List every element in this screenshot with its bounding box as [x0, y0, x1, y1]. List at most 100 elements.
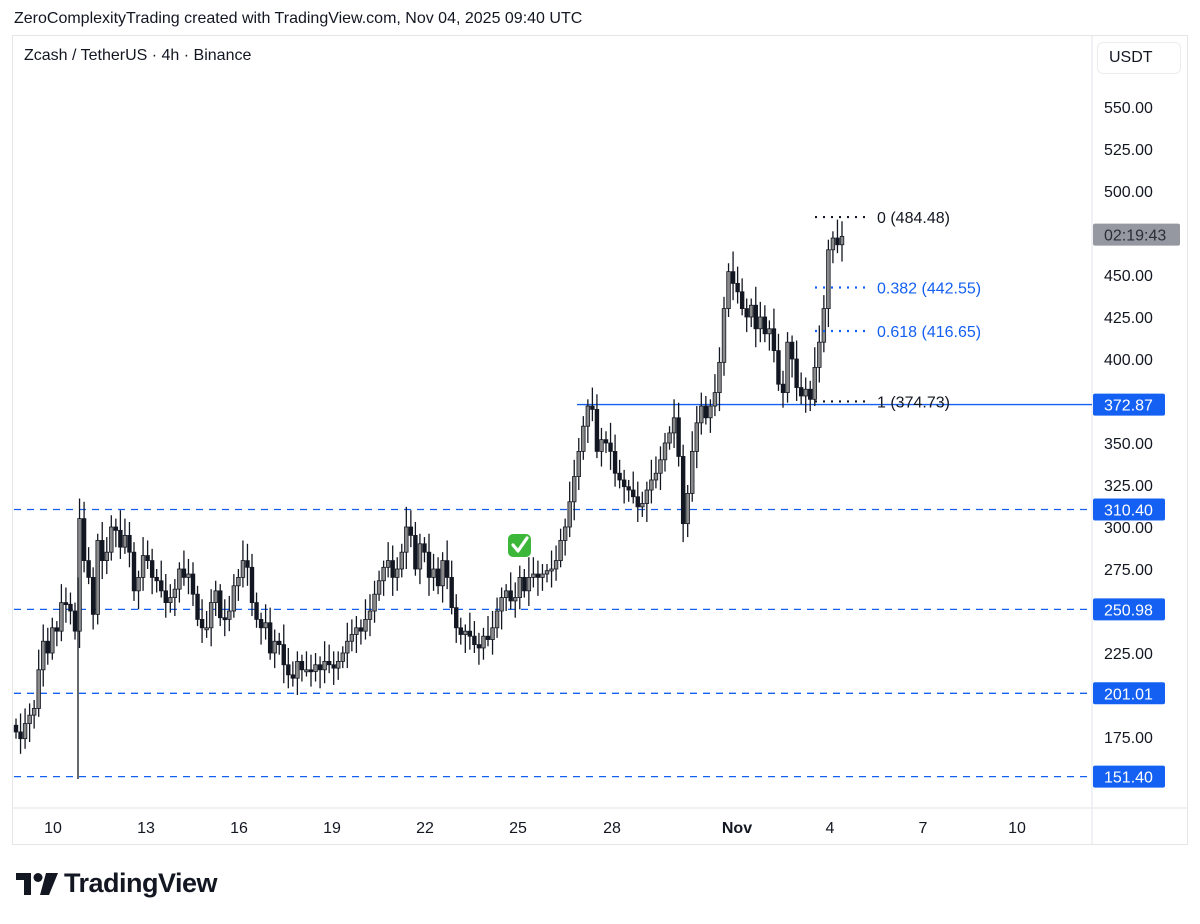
- candle: [730, 271, 736, 284]
- candle: [712, 392, 718, 407]
- candle: [313, 664, 318, 672]
- candle: [649, 479, 654, 491]
- candle: [227, 610, 232, 620]
- candle: [440, 560, 445, 587]
- candle: [835, 237, 840, 246]
- candle: [544, 570, 550, 575]
- candle: [118, 529, 123, 548]
- chart-credit: ZeroComplexityTrading created with Tradi…: [14, 10, 583, 27]
- candle: [626, 486, 631, 491]
- candle: [199, 619, 205, 629]
- candle: [503, 590, 509, 598]
- candle: [463, 630, 468, 635]
- x-tick-label: 28: [603, 820, 621, 837]
- price-level-badge: [1093, 498, 1165, 521]
- x-tick-label: 7: [919, 820, 928, 837]
- y-tick-label: 275.00: [1104, 562, 1153, 579]
- price-level-badge: [1093, 598, 1165, 621]
- candle: [413, 535, 418, 570]
- check-mark-icon: [508, 534, 531, 557]
- candle: [95, 540, 100, 615]
- candle: [113, 526, 119, 531]
- candle: [345, 640, 350, 654]
- candle: [839, 235, 845, 246]
- candle: [322, 661, 327, 671]
- candle: [18, 731, 23, 740]
- candle: [458, 627, 463, 635]
- candle: [585, 405, 591, 427]
- candle: [81, 518, 87, 561]
- candle: [77, 518, 82, 632]
- candle: [526, 577, 532, 592]
- candle: [45, 640, 50, 654]
- price-level-label: 201.01: [1104, 686, 1153, 703]
- candle: [236, 577, 241, 587]
- candle: [59, 602, 64, 632]
- candle: [494, 610, 500, 629]
- price-level-badge: [1093, 682, 1165, 705]
- fib-level-label: 0 (484.48): [877, 210, 950, 227]
- currency-selector[interactable]: USDT: [1097, 42, 1181, 74]
- chart-frame: [12, 35, 1188, 845]
- candle: [640, 503, 645, 508]
- candle: [540, 573, 545, 578]
- candle: [680, 456, 686, 525]
- candle: [254, 602, 259, 620]
- candle: [608, 442, 613, 452]
- candle: [785, 341, 790, 394]
- x-tick-label: 22: [416, 820, 434, 837]
- candle: [435, 568, 441, 587]
- symbol-title[interactable]: Zcash / TetherUS · 4h · Binance: [24, 47, 252, 64]
- candle: [708, 405, 713, 419]
- candle: [422, 543, 427, 553]
- candle: [803, 388, 808, 397]
- candle: [326, 661, 332, 666]
- candle: [63, 602, 69, 605]
- candle: [358, 627, 364, 632]
- candle: [408, 526, 414, 536]
- candle: [426, 551, 432, 578]
- candle: [617, 472, 622, 481]
- y-tick-label: 500.00: [1104, 184, 1153, 201]
- candle: [690, 450, 695, 494]
- candle: [181, 568, 187, 578]
- y-tick-label: 175.00: [1104, 730, 1153, 747]
- candle: [395, 568, 400, 578]
- candle: [631, 489, 636, 498]
- candle: [385, 560, 391, 568]
- candle: [131, 551, 137, 592]
- candle: [218, 590, 223, 619]
- candle: [517, 577, 522, 598]
- tradingview-logo-icon: [16, 872, 58, 895]
- candle: [476, 644, 482, 649]
- candle: [222, 617, 227, 621]
- candle: [599, 439, 604, 452]
- candle: [767, 328, 772, 335]
- candle: [299, 661, 305, 671]
- countdown-label: 02:19:43: [1104, 228, 1166, 245]
- candle: [694, 422, 699, 452]
- x-tick-label: 13: [137, 820, 155, 837]
- candle: [522, 577, 527, 592]
- candle: [399, 551, 404, 570]
- y-tick-label: 400.00: [1104, 352, 1153, 369]
- candle: [190, 573, 196, 595]
- candle: [240, 560, 246, 578]
- candle: [267, 622, 273, 654]
- candle: [449, 577, 454, 609]
- candle: [826, 249, 831, 310]
- candle: [808, 388, 813, 400]
- candle: [603, 439, 609, 444]
- price-level-label: 250.98: [1104, 602, 1153, 619]
- candle: [780, 383, 786, 394]
- fib-level-label: 0.382 (442.55): [877, 281, 981, 298]
- candle: [499, 597, 504, 612]
- candle: [753, 304, 758, 330]
- candle: [68, 603, 73, 612]
- candle: [354, 627, 359, 635]
- candle: [417, 543, 423, 570]
- candle: [490, 627, 495, 640]
- tradingview-logo[interactable]: TradingView: [16, 868, 218, 899]
- candle: [249, 566, 255, 604]
